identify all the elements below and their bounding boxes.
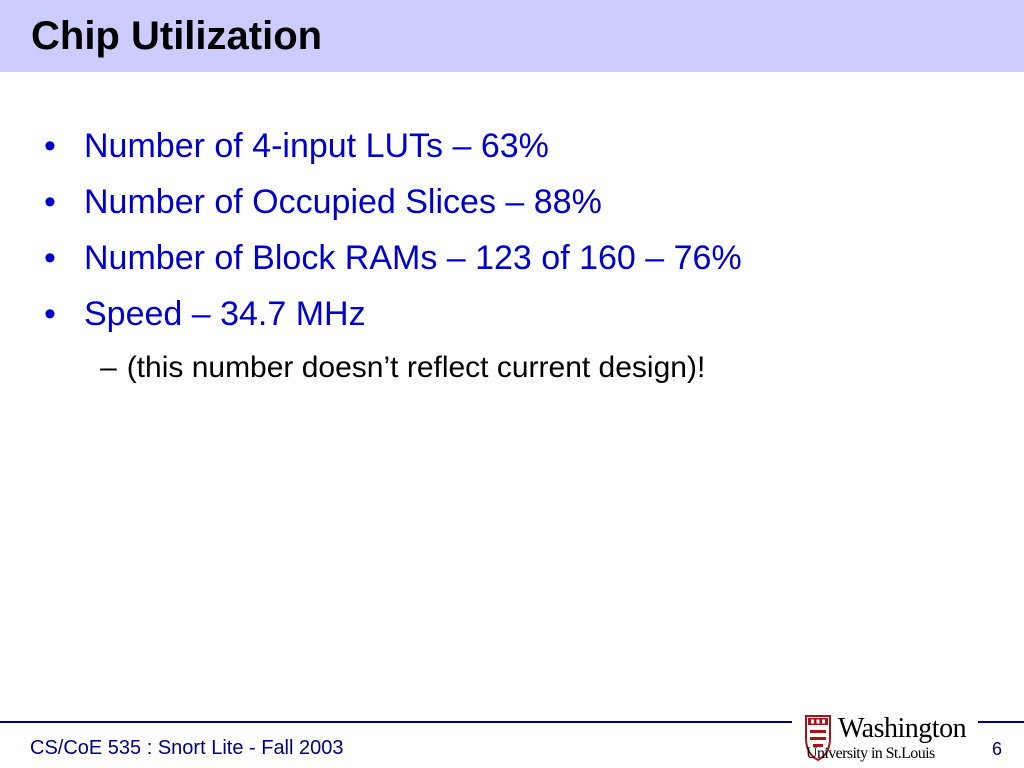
sub-bullet-item: – (this number doesn’t reflect current d…	[100, 342, 984, 394]
bullet-item: • Number of Occupied Slices – 88%	[44, 174, 984, 230]
bullet-mark: •	[44, 127, 56, 165]
title-bar: Chip Utilization	[0, 0, 1024, 72]
logo-wordmark-line2: University in St.Louis	[806, 745, 935, 762]
bullet-mark: •	[44, 239, 56, 277]
logo-wordmark-line1: Washington	[838, 713, 967, 744]
bullet-item: • Speed – 34.7 MHz	[44, 286, 984, 342]
bullet-text: Number of Occupied Slices – 88%	[84, 183, 602, 221]
bullet-text: Number of Block RAMs – 123 of 160 – 76%	[84, 239, 742, 277]
shield-crest-icon	[805, 715, 831, 762]
bullet-text: Number of 4-input LUTs – 63%	[84, 127, 549, 165]
footer-course-label: CS/CoE 535 : Snort Lite - Fall 2003	[30, 737, 344, 759]
university-logo: Washington University in St.Louis	[804, 714, 970, 766]
bullet-text: Speed – 34.7 MHz	[84, 295, 366, 333]
bullet-item: • Number of Block RAMs – 123 of 160 – 76…	[44, 230, 984, 286]
bullet-mark: •	[44, 183, 56, 221]
bullet-list: • Number of 4-input LUTs – 63% • Number …	[44, 118, 984, 394]
slide-title: Chip Utilization	[31, 14, 323, 58]
footer-divider-left	[0, 721, 792, 723]
bullet-item: • Number of 4-input LUTs – 63%	[44, 118, 984, 174]
footer-divider-right	[978, 721, 1024, 723]
sub-bullet-dash: –	[100, 351, 117, 384]
bullet-mark: •	[44, 295, 56, 333]
page-number: 6	[991, 739, 1002, 759]
sub-bullet-text: (this number doesn’t reflect current des…	[126, 351, 706, 384]
